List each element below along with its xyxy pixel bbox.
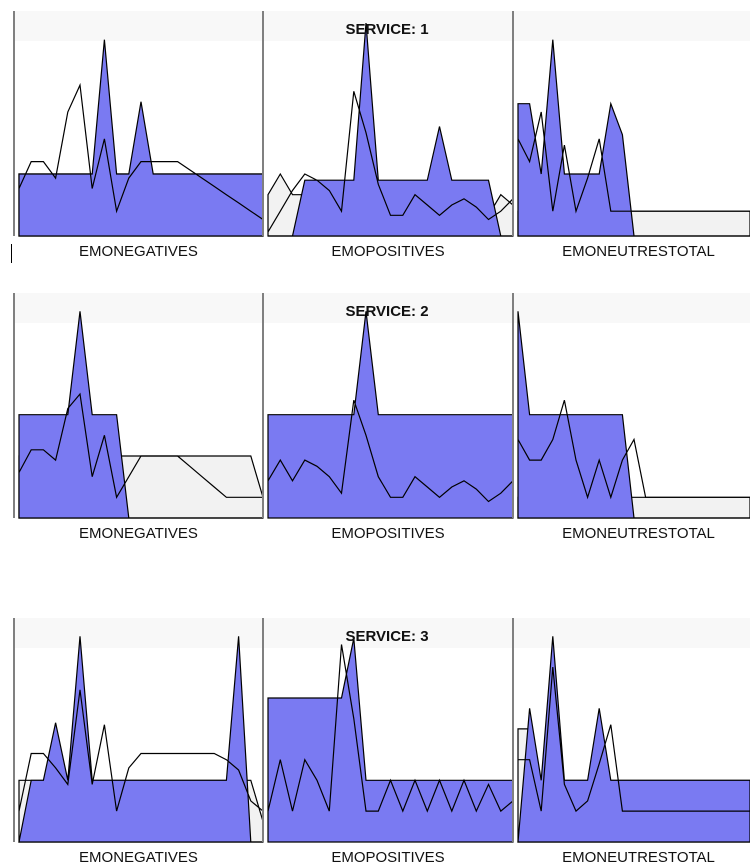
panel-header-band xyxy=(513,11,750,41)
panel-label: EMOPOSITIVES xyxy=(331,849,444,865)
panel-emonegatives: EMONEGATIVES xyxy=(14,618,264,865)
series-line xyxy=(518,667,750,813)
service-title: SERVICE: 1 xyxy=(345,21,428,38)
service-chart-2: EMONEGATIVES EMOPOSITIVES EMONEUTRESTOTAL S… xyxy=(13,293,750,542)
series-line xyxy=(18,82,264,220)
series-area xyxy=(517,39,750,237)
series-area xyxy=(18,636,263,843)
series-area xyxy=(268,23,513,237)
panel-emoneutrestotal: EMONEUTRESTOTAL xyxy=(513,293,750,542)
series-line xyxy=(18,392,263,499)
service-chart-3: EMONEGATIVES EMOPOSITIVES EMONEUTRESTOTAL S… xyxy=(13,618,750,865)
panel-emoneutrestotal: EMONEUTRESTOTAL xyxy=(513,11,750,260)
panel-header-band xyxy=(513,618,750,648)
series-area xyxy=(18,311,263,519)
panel-emonegatives: EMONEGATIVES xyxy=(14,11,264,260)
series-line xyxy=(267,644,514,813)
panel-label: EMONEGATIVES xyxy=(79,849,198,865)
series-area xyxy=(517,636,750,843)
service-title: SERVICE: 2 xyxy=(345,303,428,320)
panel-header-band xyxy=(513,293,750,323)
panel-emonegatives: EMONEGATIVES xyxy=(14,293,264,542)
panel-header-band xyxy=(14,293,263,323)
panel-label: EMONEUTRESTOTAL xyxy=(562,849,715,865)
panel-header-band xyxy=(14,11,263,41)
panel-header-band xyxy=(14,618,263,648)
text-cursor xyxy=(11,244,12,263)
panel-emopositives: EMOPOSITIVES xyxy=(263,293,514,542)
panel-header-band xyxy=(263,11,513,41)
series-area xyxy=(18,39,264,237)
panel-header-band xyxy=(263,618,513,648)
series-line xyxy=(267,91,514,233)
panel-label: EMONEGATIVES xyxy=(79,243,198,260)
series-area xyxy=(517,311,750,519)
series-line xyxy=(517,400,750,500)
panel-label: EMONEUTRESTOTAL xyxy=(562,243,715,260)
panel-label: EMOPOSITIVES xyxy=(331,243,444,260)
panel-label: EMONEGATIVES xyxy=(79,525,198,542)
panel-label: EMOPOSITIVES xyxy=(331,525,444,542)
series-area xyxy=(267,638,514,843)
series-line xyxy=(267,400,514,503)
panel-emoneutrestotal: EMONEUTRESTOTAL xyxy=(513,618,750,865)
series-area xyxy=(267,311,514,519)
series-line xyxy=(18,689,264,812)
service-title: SERVICE: 3 xyxy=(345,628,428,645)
panel-header-band xyxy=(263,293,513,323)
panel-emopositives: EMOPOSITIVES xyxy=(263,11,514,260)
series-line xyxy=(517,111,750,214)
panel-emopositives: EMOPOSITIVES xyxy=(263,618,514,865)
panel-label: EMONEUTRESTOTAL xyxy=(562,525,715,542)
service-chart-1: EMONEGATIVES EMOPOSITIVES EMONEUTRESTOTAL S… xyxy=(13,11,750,260)
